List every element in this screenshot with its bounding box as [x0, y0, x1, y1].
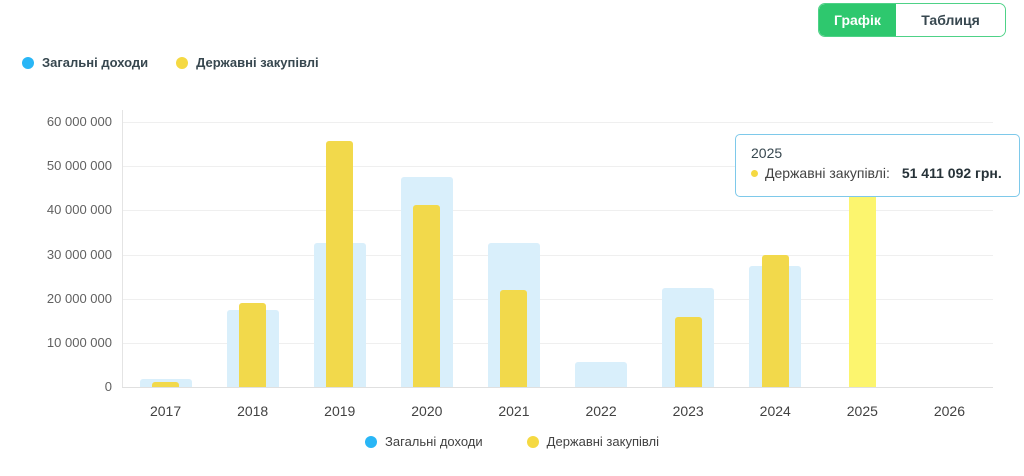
legend-bottom: Загальні доходи Державні закупівлі	[0, 434, 1024, 449]
chart-view-button[interactable]: Графік	[819, 4, 896, 36]
legend-procurement-label: Державні закупівлі	[546, 434, 659, 449]
view-toggle-group: Графік Таблиця	[818, 3, 1006, 37]
income-legend-dot-icon	[22, 56, 34, 69]
chart-tooltip: 2025 Державні закупівлі: 51 411 092 грн.	[735, 134, 1020, 197]
bar-procurement-2024[interactable]	[761, 254, 789, 387]
y-axis-line	[122, 110, 123, 387]
bar-procurement-2017[interactable]	[152, 381, 180, 387]
legend-item-procurement[interactable]: Державні закупівлі	[176, 55, 319, 70]
table-view-button[interactable]: Таблиця	[896, 4, 1005, 36]
procurement-legend-dot-icon	[176, 56, 189, 69]
y-axis-tick-label: 0	[104, 379, 112, 394]
legend-income-label: Загальні доходи	[42, 55, 149, 70]
y-axis-tick-label: 10 000 000	[46, 334, 112, 350]
y-axis-tick-label: 20 000 000	[46, 290, 112, 306]
bar-procurement-2023[interactable]	[674, 317, 702, 387]
x-axis-tick-label-2024: 2024	[759, 403, 791, 419]
legend-top: Загальні доходи Державні закупівлі	[22, 55, 319, 70]
tooltip-series-dot-icon	[751, 170, 758, 177]
income-legend-dot-icon	[365, 435, 378, 448]
bar-income-2022[interactable]	[575, 362, 628, 387]
x-axis-tick-label-2023: 2023	[672, 403, 704, 419]
procurement-legend-dot-icon	[526, 435, 539, 448]
x-axis-tick-label-2017: 2017	[149, 403, 182, 419]
x-axis-tick-label-2018: 2018	[237, 403, 269, 419]
legend-procurement-label: Державні закупівлі	[196, 55, 319, 70]
x-axis-tick-label-2025: 2025	[846, 403, 878, 419]
x-axis-tick-label-2026: 2026	[933, 403, 966, 419]
legend-bottom-item-income[interactable]: Загальні доходи	[365, 434, 483, 449]
gridline-30000000	[122, 254, 993, 256]
legend-bottom-item-procurement[interactable]: Державні закупівлі	[526, 434, 659, 449]
tooltip-year: 2025	[751, 145, 783, 161]
tooltip-value: 51 411 092 грн.	[901, 165, 1002, 181]
x-axis-tick-label-2021: 2021	[498, 403, 530, 419]
gridline-20000000	[122, 298, 993, 300]
tooltip-series-label: Державні закупівлі:	[765, 165, 890, 181]
bar-procurement-2018[interactable]	[239, 302, 267, 387]
bar-procurement-2025[interactable]	[848, 159, 876, 387]
bar-procurement-2020[interactable]	[413, 205, 441, 387]
bar-procurement-2019[interactable]	[326, 141, 354, 387]
bar-procurement-2021[interactable]	[500, 290, 528, 387]
y-axis-tick-label: 40 000 000	[46, 202, 112, 218]
x-axis-tick-label-2022: 2022	[585, 403, 617, 419]
gridline-0	[122, 387, 993, 388]
y-axis-tick-label: 60 000 000	[46, 114, 112, 129]
y-axis-tick-label: 30 000 000	[46, 246, 112, 262]
x-axis-tick-label-2019: 2019	[324, 403, 356, 419]
x-axis-tick-label-2020: 2020	[411, 403, 443, 419]
legend-item-income[interactable]: Загальні доходи	[22, 55, 148, 70]
y-axis-tick-label: 50 000 000	[46, 158, 112, 174]
gridline-50000000	[122, 166, 993, 168]
gridline-60000000	[122, 122, 993, 123]
gridline-40000000	[122, 210, 993, 212]
gridline-10000000	[122, 342, 993, 344]
legend-income-label: Загальні доходи	[385, 434, 483, 449]
